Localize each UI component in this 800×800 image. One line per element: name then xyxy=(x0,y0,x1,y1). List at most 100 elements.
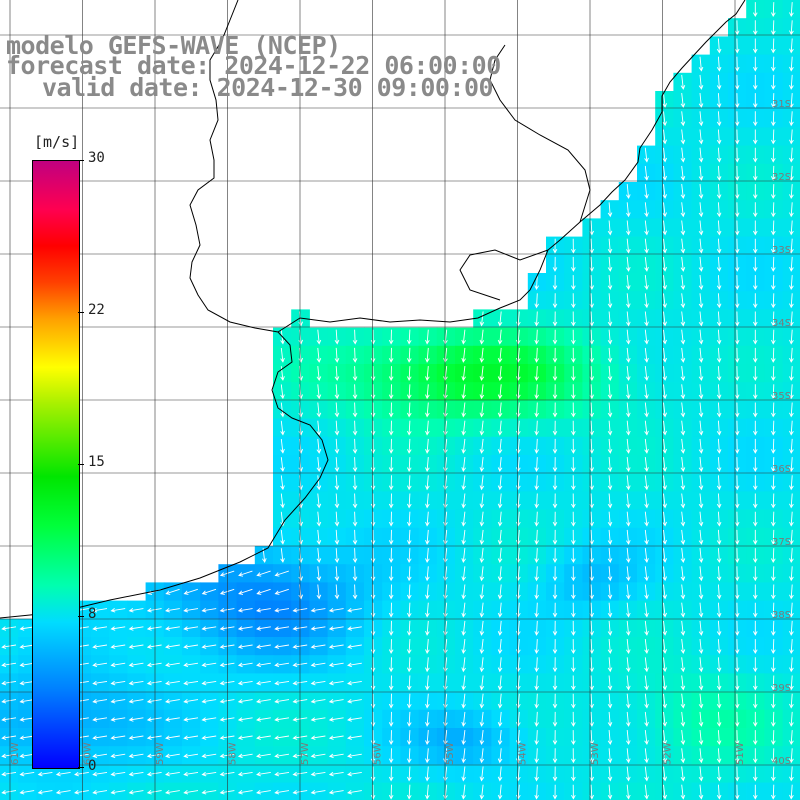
wind-arrow xyxy=(461,620,466,636)
wind-arrow xyxy=(388,347,394,363)
wind-arrow xyxy=(534,730,539,746)
wind-arrow xyxy=(753,347,758,363)
wind-arrow xyxy=(753,220,758,236)
wind-arrow xyxy=(789,293,794,309)
wind-arrow xyxy=(19,717,35,722)
wind-arrow xyxy=(201,717,217,722)
wind-arrow xyxy=(698,784,704,800)
wind-arrow xyxy=(552,730,558,746)
wind-arrow xyxy=(626,311,631,327)
wind-arrow xyxy=(183,753,199,759)
wind-arrow xyxy=(698,56,704,72)
wind-arrow xyxy=(626,639,631,655)
wind-arrow xyxy=(516,602,521,618)
wind-arrow xyxy=(237,753,253,759)
wind-arrow xyxy=(201,699,217,704)
wind-arrow xyxy=(607,620,613,636)
wind-arrow xyxy=(789,693,794,709)
wind-arrow xyxy=(425,529,430,545)
wind-arrow xyxy=(698,275,704,291)
wind-arrow xyxy=(425,329,430,345)
wind-arrow xyxy=(425,420,430,436)
wind-arrow xyxy=(316,384,322,400)
wind-arrow xyxy=(716,675,722,691)
wind-arrow xyxy=(497,402,503,418)
wind-arrow xyxy=(274,570,289,577)
wind-arrow xyxy=(516,766,521,782)
wind-arrow xyxy=(607,766,613,782)
wind-arrow xyxy=(201,680,217,686)
wind-arrow xyxy=(274,626,290,631)
wind-arrow xyxy=(534,457,539,473)
wind-arrow xyxy=(406,402,412,418)
wind-arrow xyxy=(644,548,649,564)
wind-arrow xyxy=(516,366,521,382)
wind-arrow xyxy=(274,735,290,740)
wind-arrow xyxy=(552,275,558,291)
wind-arrow xyxy=(662,184,668,199)
wind-arrow xyxy=(534,566,539,582)
wind-arrow xyxy=(388,748,394,764)
wind-arrow xyxy=(316,548,322,564)
wind-arrow xyxy=(680,730,686,746)
wind-arrow xyxy=(461,566,466,582)
wind-arrow xyxy=(734,548,740,564)
wind-arrow xyxy=(534,293,539,309)
wind-arrow xyxy=(734,493,740,509)
wind-arrow xyxy=(571,347,576,363)
wind-arrow xyxy=(680,657,686,673)
wind-arrow xyxy=(770,711,776,727)
wind-arrow xyxy=(789,438,794,454)
wind-arrow xyxy=(734,784,740,800)
wind-arrow xyxy=(316,402,322,418)
wind-arrow xyxy=(406,584,412,600)
wind-arrow xyxy=(716,693,722,709)
wind-arrow xyxy=(316,566,322,582)
wind-arrow xyxy=(534,475,539,491)
wind-arrow xyxy=(789,384,794,400)
wind-arrow xyxy=(352,402,358,418)
wind-arrow xyxy=(662,748,668,764)
wind-arrow xyxy=(626,529,631,545)
wind-arrow xyxy=(370,438,376,454)
wind-arrow xyxy=(698,93,704,109)
wind-arrow xyxy=(280,420,285,436)
wind-arrow xyxy=(534,639,539,655)
wind-arrow xyxy=(753,238,758,254)
wind-arrow xyxy=(626,293,631,309)
wind-arrow xyxy=(406,529,412,545)
wind-arrow xyxy=(571,548,576,564)
wind-arrow xyxy=(770,766,776,782)
wind-arrow xyxy=(256,644,271,649)
wind-arrow xyxy=(644,529,649,545)
wind-arrow xyxy=(662,384,668,400)
wind-arrow xyxy=(753,111,758,127)
wind-arrow xyxy=(37,771,53,777)
wind-arrow xyxy=(370,511,376,527)
wind-arrow xyxy=(753,511,758,527)
wind-arrow xyxy=(347,644,362,649)
wind-arrow xyxy=(406,693,412,709)
wind-arrow xyxy=(370,402,376,418)
wind-arrow xyxy=(753,402,758,418)
wind-arrow xyxy=(734,56,740,72)
wind-arrow xyxy=(680,329,686,345)
wind-arrow xyxy=(770,566,776,582)
wind-arrow xyxy=(753,129,758,145)
wind-arrow xyxy=(256,680,271,686)
wind-arrow xyxy=(352,529,358,545)
longitude-label: 57W xyxy=(300,742,311,765)
wind-arrow xyxy=(237,662,253,668)
wind-arrow xyxy=(19,771,35,777)
wind-arrow xyxy=(770,748,776,764)
wind-arrow xyxy=(571,366,576,382)
wind-arrow xyxy=(461,366,466,382)
wind-arrow xyxy=(406,548,412,564)
wind-arrow xyxy=(388,457,394,473)
wind-arrow xyxy=(388,766,394,782)
wind-arrow xyxy=(698,220,704,236)
wind-arrow xyxy=(680,475,686,491)
wind-arrow xyxy=(644,329,649,345)
wind-arrow xyxy=(644,238,649,254)
wind-arrow xyxy=(589,238,595,254)
